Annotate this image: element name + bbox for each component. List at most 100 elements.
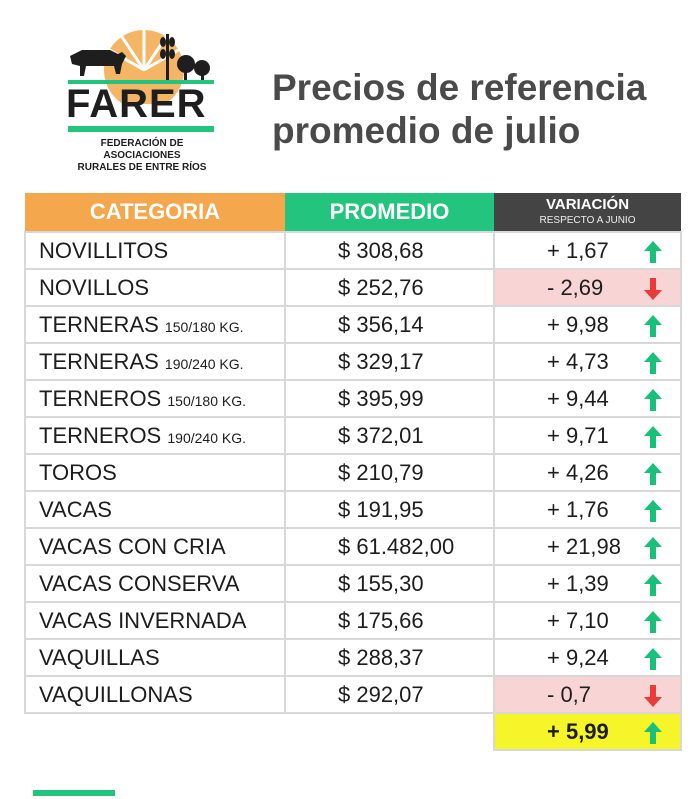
arrow-down-icon: [644, 278, 662, 300]
price-table: CATEGORIA PROMEDIO VARIACIÓN RESPECTO A …: [24, 193, 682, 751]
cell-variacion: + 1,39: [493, 564, 682, 603]
cell-variacion: + 1,67: [493, 231, 682, 270]
categoria-label: NOVILLITOS: [39, 237, 169, 263]
cell-categoria: TERNEROS 190/240 KG.: [24, 416, 286, 455]
arrow-up-icon: [644, 648, 662, 670]
arrow-up-icon: [644, 500, 662, 522]
arrow-up-icon: [644, 611, 662, 633]
categoria-detalle: 190/240 KG.: [167, 429, 246, 446]
cell-categoria: TERNERAS 190/240 KG.: [24, 342, 286, 381]
cell-variacion: + 4,73: [493, 342, 682, 381]
logo-divider: [68, 126, 214, 132]
variacion-value: - 2,69: [547, 274, 604, 300]
header-variacion-title: VARIACIÓN: [545, 196, 630, 213]
cell-categoria: TERNEROS 150/180 KG.: [24, 379, 286, 418]
logo-wordmark: FARER: [66, 82, 207, 126]
arrow-up-icon: [644, 722, 662, 744]
cell-variacion: + 9,71: [493, 416, 682, 455]
cell-categoria: VAQUILLONAS: [24, 675, 286, 714]
total-row: + 5,99: [25, 712, 682, 751]
cell-promedio: $ 308,68: [284, 231, 495, 270]
cell-categoria: VACAS INVERNADA: [24, 601, 286, 640]
table-row: VACAS CONSERVA $ 155,30 + 1,39: [24, 564, 682, 603]
cell-categoria: VACAS CON CRIA: [24, 527, 286, 566]
table-row: TERNEROS 150/180 KG. $ 395,99 + 9,44: [24, 379, 682, 418]
cell-variacion: - 2,69: [493, 268, 682, 307]
cell-promedio: $ 356,14: [284, 305, 495, 344]
table-row: TERNERAS 190/240 KG. $ 329,17 + 4,73: [24, 342, 682, 381]
arrow-up-icon: [644, 352, 662, 374]
cell-promedio: $ 175,66: [284, 601, 495, 640]
header-categoria: CATEGORIA: [25, 193, 285, 232]
total-spacer: [285, 713, 494, 750]
cell-promedio: $ 210,79: [284, 453, 495, 492]
table-row: VAQUILLAS $ 288,37 + 9,24: [24, 638, 682, 677]
categoria-label: VACAS INVERNADA: [39, 607, 247, 633]
cell-promedio: $ 191,95: [284, 490, 495, 529]
arrow-up-icon: [644, 463, 662, 485]
cell-variacion: + 9,44: [493, 379, 682, 418]
cell-variacion: + 7,10: [493, 601, 682, 640]
arrow-down-icon: [644, 685, 662, 707]
categoria-label: TERNEROS: [39, 422, 162, 448]
variacion-value: + 1,39: [547, 570, 609, 596]
header-variacion-subtitle: RESPECTO A JUNIO: [539, 215, 636, 226]
logo-emblem-icon: [68, 28, 214, 110]
categoria-label: VACAS: [39, 496, 112, 522]
categoria-label: NOVILLOS: [39, 274, 150, 300]
arrow-up-icon: [644, 426, 662, 448]
variacion-value: + 4,73: [547, 348, 609, 374]
cell-promedio: $ 395,99: [284, 379, 495, 418]
variacion-value: + 4,26: [547, 459, 609, 485]
cell-promedio: $ 292,07: [284, 675, 495, 714]
cell-promedio: $ 288,37: [284, 638, 495, 677]
variacion-value: + 9,24: [547, 644, 609, 670]
table-row: TOROS $ 210,79 + 4,26: [24, 453, 682, 492]
categoria-label: TERNERAS: [39, 348, 159, 374]
categoria-detalle: 150/180 KG.: [164, 318, 244, 335]
cell-promedio: $ 372,01: [284, 416, 495, 455]
categoria-detalle: 150/180 KG.: [167, 392, 246, 409]
categoria-label: TOROS: [39, 459, 117, 485]
header-promedio: PROMEDIO: [285, 193, 494, 232]
categoria-label: TERNEROS: [39, 385, 162, 411]
categoria-label: VACAS CON CRIA: [39, 533, 226, 559]
cell-categoria: TOROS: [24, 453, 286, 492]
cell-categoria: TERNERAS 150/180 KG.: [24, 305, 286, 344]
categoria-label: VAQUILLONAS: [39, 681, 193, 707]
cell-promedio: $ 155,30: [284, 564, 495, 603]
cell-promedio: $ 61.482,00: [284, 527, 495, 566]
variacion-value: + 1,76: [547, 496, 609, 522]
table-row: VACAS CON CRIA $ 61.482,00 + 21,98: [24, 527, 682, 566]
cell-promedio: $ 252,76: [284, 268, 495, 307]
categoria-label: TERNERAS: [39, 311, 159, 337]
page-title: Precios de referencia promedio de julio: [272, 66, 682, 152]
farer-logo: [62, 24, 222, 164]
cell-categoria: VAQUILLAS: [24, 638, 286, 677]
total-spacer: [25, 713, 285, 750]
table-row: NOVILLOS $ 252,76 - 2,69: [24, 268, 682, 307]
logo-subtitle-line2: RURALES DE ENTRE RÍOS: [77, 162, 207, 173]
table-row: TERNEROS 190/240 KG. $ 372,01 + 9,71: [24, 416, 682, 455]
logo-subtitle: FEDERACIÓN DE ASOCIACIONES RURALES DE EN…: [62, 138, 222, 174]
arrow-up-icon: [644, 537, 662, 559]
cell-categoria: NOVILLITOS: [24, 231, 286, 270]
table-row: VACAS $ 191,95 + 1,76: [24, 490, 682, 529]
arrow-up-icon: [644, 241, 662, 263]
variacion-value: + 9,44: [547, 385, 609, 411]
cell-variacion: + 4,26: [493, 453, 682, 492]
page-title-line2: promedio de julio: [272, 110, 581, 151]
arrow-up-icon: [644, 574, 662, 596]
cell-variacion: + 21,98: [493, 527, 682, 566]
variacion-value: + 9,71: [547, 422, 609, 448]
variacion-value: + 9,98: [547, 311, 609, 337]
cell-categoria: VACAS CONSERVA: [24, 564, 286, 603]
table-row: NOVILLITOS $ 308,68 + 1,67: [24, 231, 682, 270]
total-variacion-value: + 5,99: [547, 718, 609, 744]
table-row: TERNERAS 150/180 KG. $ 356,14 + 9,98: [24, 305, 682, 344]
cell-categoria: NOVILLOS: [24, 268, 286, 307]
cell-variacion: + 9,98: [493, 305, 682, 344]
categoria-label: VACAS CONSERVA: [39, 570, 240, 596]
arrow-up-icon: [644, 389, 662, 411]
logo-subtitle-line1: FEDERACIÓN DE ASOCIACIONES: [100, 138, 184, 161]
